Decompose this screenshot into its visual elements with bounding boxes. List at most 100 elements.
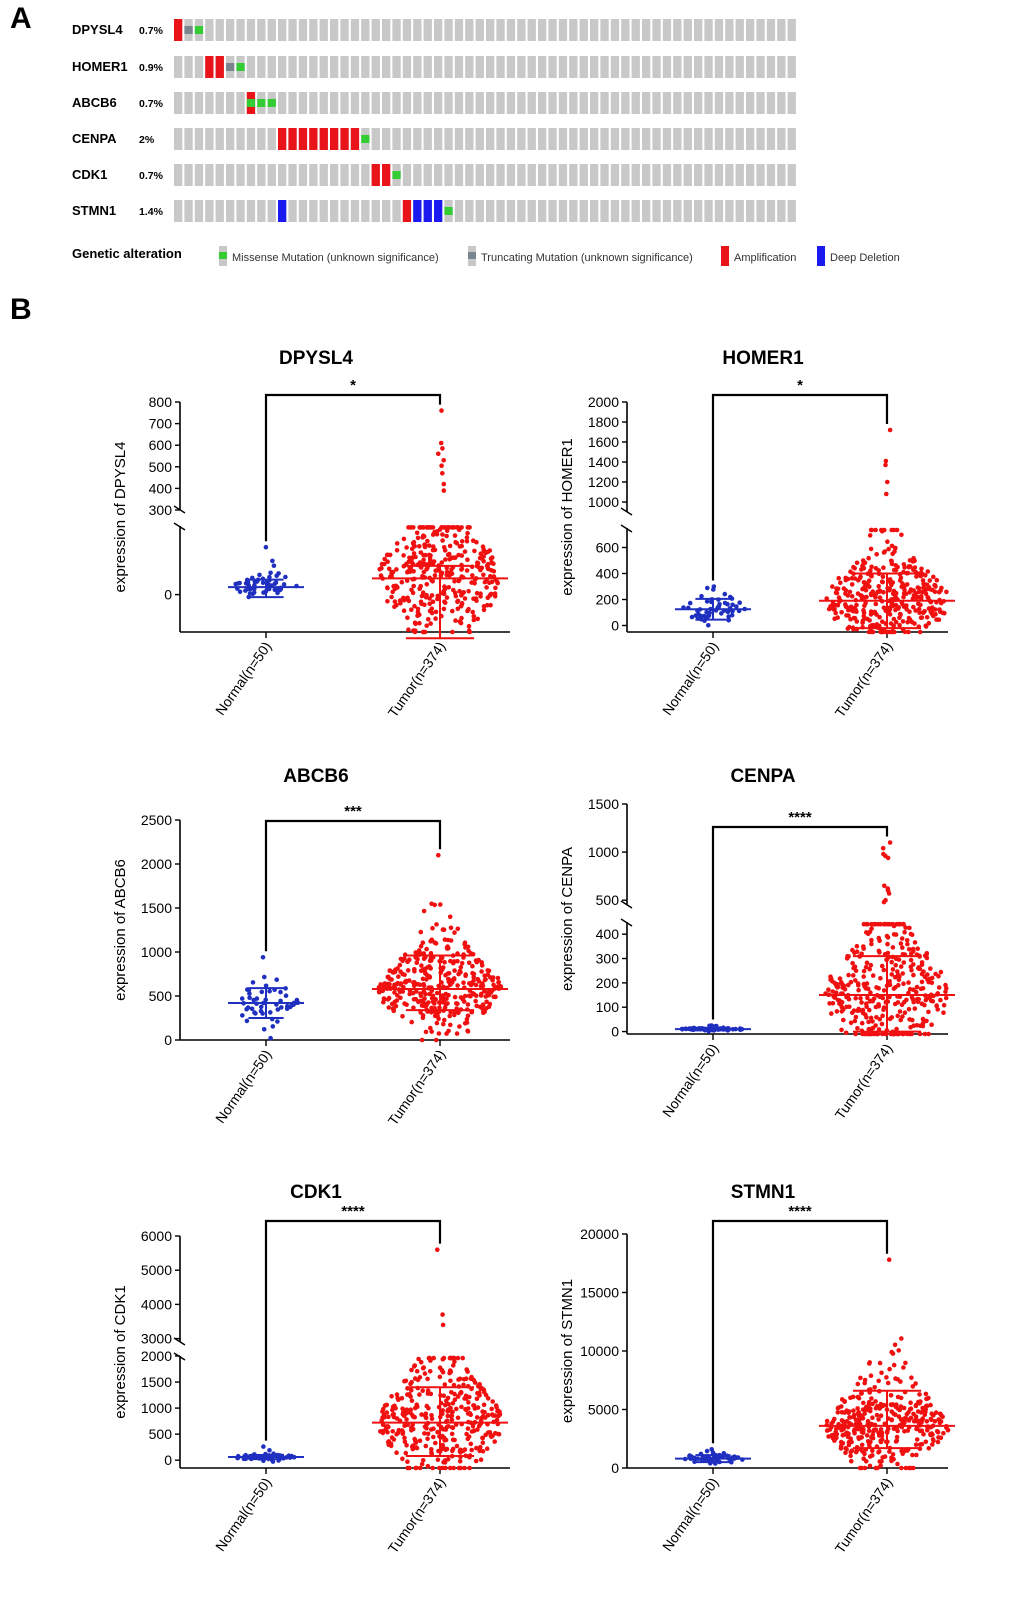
data-point <box>402 1378 407 1384</box>
oncoprint-cell <box>600 200 609 222</box>
data-point <box>408 1381 413 1387</box>
oncoprint-cell <box>257 56 266 78</box>
data-point <box>404 545 409 550</box>
data-point <box>933 971 938 977</box>
data-point <box>441 588 447 594</box>
data-point <box>401 608 407 613</box>
data-point <box>465 1002 471 1007</box>
data-point <box>459 539 465 544</box>
data-point <box>867 1454 873 1459</box>
oncoprint-cell <box>714 200 724 222</box>
alteration-missense <box>444 207 453 215</box>
data-point <box>915 585 921 590</box>
oncoprint-cell <box>725 56 734 78</box>
data-point <box>237 580 242 586</box>
data-point <box>442 599 447 604</box>
oncoprint-cell <box>631 92 640 114</box>
legend-item: Missense Mutation (unknown significance) <box>219 246 439 266</box>
oncoprint-cell <box>506 19 516 41</box>
data-point <box>247 991 252 996</box>
data-point <box>478 1457 484 1462</box>
axis-break-mark <box>173 522 186 531</box>
data-point <box>387 981 392 987</box>
data-point <box>827 1427 833 1432</box>
oncoprint-cell <box>506 56 516 78</box>
data-point <box>392 969 398 975</box>
oncoprint-cell <box>288 164 297 186</box>
data-point <box>881 921 887 927</box>
data-point <box>853 978 858 983</box>
data-point <box>864 960 870 966</box>
oncoprint-cell <box>174 92 183 114</box>
data-point <box>876 1430 881 1436</box>
data-point <box>926 976 932 982</box>
data-point <box>862 603 867 608</box>
alteration-amplification <box>319 128 328 150</box>
data-point <box>916 601 921 607</box>
data-point <box>459 566 465 571</box>
data-point <box>856 1435 861 1440</box>
data-point <box>476 979 482 984</box>
oncoprint-cell <box>413 56 422 78</box>
data-point <box>892 1001 898 1007</box>
oncoprint-cell <box>434 19 443 41</box>
data-point <box>466 525 471 530</box>
oncoprint-cell <box>382 128 391 150</box>
data-point <box>463 1406 468 1412</box>
legend-swatch <box>817 246 825 266</box>
dots-normal <box>675 1447 751 1466</box>
data-point <box>907 1407 913 1412</box>
oncoprint-cell <box>496 164 505 186</box>
data-point <box>916 589 922 595</box>
data-point <box>923 591 929 597</box>
data-point <box>418 599 424 605</box>
data-point-outlier <box>883 462 888 468</box>
data-point <box>408 1410 413 1415</box>
data-point <box>862 584 868 589</box>
axis-break-mark <box>620 524 633 533</box>
data-point <box>924 1018 929 1024</box>
data-point <box>890 551 895 557</box>
oncoprint-cell <box>590 164 599 186</box>
oncoprint-cell <box>527 164 536 186</box>
data-point <box>856 1395 862 1401</box>
data-point <box>839 999 845 1005</box>
data-point <box>420 1003 426 1008</box>
data-point <box>423 542 428 548</box>
gene-percent: 0.7% <box>139 25 164 37</box>
data-point <box>865 1439 871 1444</box>
data-point <box>405 968 411 973</box>
data-point <box>903 1360 908 1366</box>
data-point <box>405 1465 411 1471</box>
data-point <box>928 1402 933 1408</box>
data-point <box>899 532 904 538</box>
oncoprint-cell <box>735 19 744 41</box>
data-point <box>707 610 712 616</box>
data-point <box>906 629 911 635</box>
oncoprint-cell <box>766 19 776 41</box>
oncoprint-cell <box>288 92 297 114</box>
data-point <box>453 555 458 560</box>
data-point <box>846 954 851 959</box>
data-point <box>861 1400 866 1406</box>
data-point <box>479 565 485 571</box>
data-point <box>465 1426 471 1431</box>
data-point <box>869 941 874 947</box>
data-point <box>945 1427 951 1433</box>
data-point-outlier <box>440 446 445 451</box>
data-point <box>411 551 417 556</box>
data-point <box>283 993 289 998</box>
data-point <box>911 1411 916 1417</box>
alteration-missense <box>361 135 370 143</box>
data-point <box>939 585 944 591</box>
oncoprint-cell <box>236 92 245 114</box>
data-point <box>920 1023 926 1029</box>
data-point <box>906 947 912 952</box>
data-point <box>868 962 874 968</box>
data-point <box>922 1412 928 1417</box>
data-point <box>386 1439 392 1444</box>
data-point <box>737 600 742 605</box>
data-point <box>906 565 912 570</box>
oncoprint-cell <box>174 164 183 186</box>
